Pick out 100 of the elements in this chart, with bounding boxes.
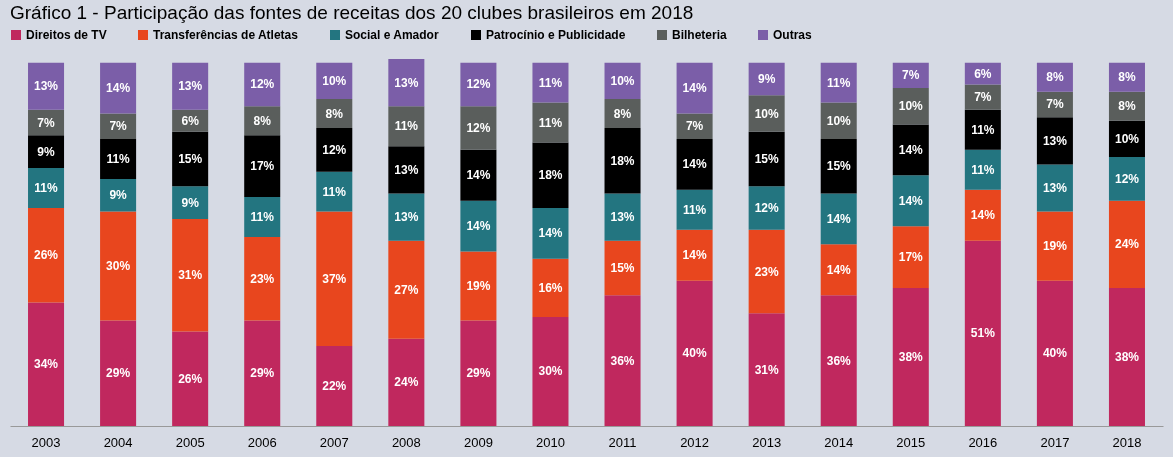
bar — [460, 200, 497, 252]
data-label: 11% — [971, 122, 995, 137]
data-label: 19% — [1042, 239, 1068, 254]
bar — [316, 346, 353, 426]
bar — [460, 106, 497, 150]
bar — [28, 135, 65, 169]
bar — [1036, 117, 1073, 165]
bar — [604, 128, 641, 194]
data-label: 31% — [754, 362, 779, 377]
data-label: 7% — [902, 68, 920, 83]
x-tick-label: 2003 — [31, 434, 61, 450]
data-label: 29% — [466, 366, 491, 381]
x-tick-label: 2018 — [1112, 434, 1142, 450]
data-label: 11% — [538, 75, 563, 90]
data-label: 11% — [538, 115, 563, 130]
data-label: 14% — [466, 168, 491, 183]
data-label: 51% — [970, 326, 996, 341]
bar — [748, 313, 785, 426]
legend-label: Direitos de TV — [26, 28, 107, 42]
data-label: 30% — [106, 259, 131, 274]
data-label: 12% — [1114, 171, 1140, 186]
bar — [604, 193, 641, 241]
bar — [964, 240, 1001, 426]
data-label: 10% — [754, 106, 779, 121]
data-label: 7% — [1046, 97, 1064, 112]
bar — [100, 62, 137, 114]
data-label: 12% — [466, 121, 491, 136]
data-label: 11% — [106, 151, 131, 166]
bar — [604, 240, 641, 296]
legend-label: Transferências de Atletas — [153, 28, 299, 42]
bar — [460, 320, 497, 426]
bar — [388, 146, 425, 194]
chart-title: Gráfico 1 - Participação das fontes de receitas dos 20 clubes brasileiros em 2018 — [10, 2, 694, 23]
data-label: 8% — [325, 106, 344, 121]
data-label: 14% — [682, 81, 707, 96]
data-label: 8% — [1118, 70, 1136, 85]
data-label: 6% — [181, 113, 200, 128]
bar — [820, 193, 857, 245]
data-label: 7% — [685, 119, 704, 134]
data-label: 10% — [1114, 131, 1140, 146]
bar — [748, 131, 785, 187]
data-label: 11% — [322, 184, 347, 199]
bar — [28, 302, 65, 426]
bar — [244, 197, 281, 238]
data-label: 9% — [757, 71, 776, 86]
bar — [316, 211, 353, 347]
data-label: 40% — [682, 346, 707, 361]
bar — [388, 193, 425, 241]
data-label: 24% — [394, 375, 419, 390]
data-label: 11% — [394, 119, 419, 134]
data-label: 13% — [394, 210, 419, 225]
data-label: 15% — [826, 159, 852, 174]
data-label: 13% — [34, 79, 59, 94]
data-label: 13% — [178, 79, 203, 94]
bar — [676, 138, 713, 190]
data-label: 36% — [826, 353, 852, 368]
data-label: 26% — [178, 371, 203, 386]
bar — [676, 280, 713, 426]
data-label: 14% — [826, 211, 852, 226]
data-label: 10% — [610, 73, 635, 88]
x-tick-label: 2009 — [463, 434, 493, 450]
data-label: 14% — [826, 262, 852, 277]
bar — [964, 84, 1001, 110]
bar — [892, 124, 929, 176]
x-tick-label: 2005 — [175, 434, 205, 450]
bar — [532, 316, 569, 426]
data-label: 19% — [466, 279, 491, 294]
data-label: 17% — [250, 159, 275, 174]
data-label: 14% — [106, 81, 131, 96]
data-label: 15% — [754, 151, 779, 166]
data-label: 37% — [322, 271, 347, 286]
bar — [964, 109, 1001, 150]
bar — [28, 168, 65, 208]
data-label: 23% — [250, 271, 275, 286]
data-label: 36% — [610, 353, 635, 368]
data-label: 7% — [37, 115, 56, 130]
data-label: 6% — [974, 66, 992, 81]
bar — [892, 175, 929, 227]
data-label: 11% — [250, 210, 275, 225]
bar — [100, 138, 137, 179]
data-label: 7% — [974, 90, 992, 105]
bar — [964, 189, 1001, 241]
data-label: 15% — [178, 151, 203, 166]
bar — [100, 211, 137, 321]
data-label: 11% — [827, 75, 851, 90]
bar — [460, 149, 497, 201]
data-label: 22% — [322, 379, 347, 394]
bar — [820, 138, 857, 194]
data-label: 13% — [1042, 181, 1068, 195]
bar — [172, 218, 209, 332]
data-label: 13% — [610, 210, 635, 225]
bar — [460, 251, 497, 321]
legend-label: Patrocínio e Publicidade — [486, 28, 626, 42]
data-label: 17% — [898, 250, 924, 265]
data-label: 24% — [1114, 237, 1140, 252]
data-label: 8% — [253, 113, 272, 128]
x-tick-label: 2014 — [824, 434, 854, 450]
bar — [532, 258, 569, 317]
x-tick-label: 2006 — [247, 434, 277, 450]
x-tick-label: 2013 — [752, 434, 782, 450]
